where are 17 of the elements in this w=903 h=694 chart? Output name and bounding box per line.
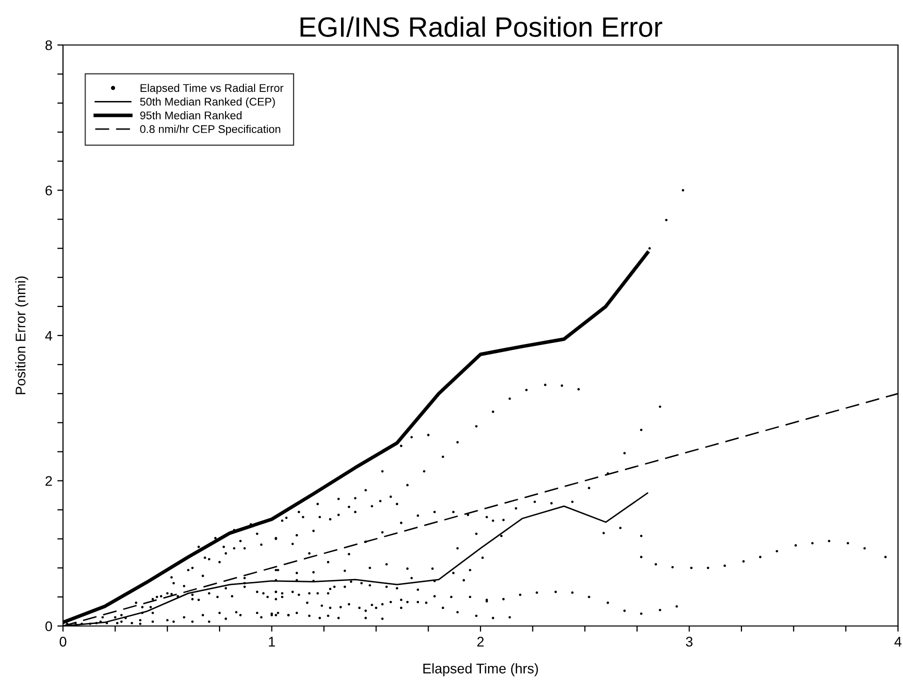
y-tick-label: 2	[46, 476, 52, 486]
x-tick-label: 1	[268, 636, 275, 646]
legend-label: Elapsed Time vs Radial Error	[140, 84, 284, 94]
y-tick-label: 6	[46, 186, 52, 196]
y-tick-label: 8	[45, 40, 52, 50]
x-axis-title: Elapsed Time (hrs)	[423, 663, 538, 676]
x-tick-label: 4	[894, 636, 902, 646]
x-tick-label: 0	[60, 636, 66, 647]
x-tick-label: 3	[686, 636, 692, 647]
legend-label: 50th Median Ranked (CEP)	[140, 97, 275, 108]
chart-title: EGI/INS Radial Position Error	[300, 16, 662, 37]
legend-label: 95th Median Ranked	[140, 111, 242, 120]
y-axis-title: Position Error (nmi)	[15, 276, 28, 394]
y-tick-label: 0	[45, 621, 52, 632]
x-tick-label: 2	[477, 636, 484, 646]
y-tick-label: 4	[45, 330, 52, 341]
legend-label: 0.8 nmi/hr CEP Specification	[140, 124, 280, 136]
